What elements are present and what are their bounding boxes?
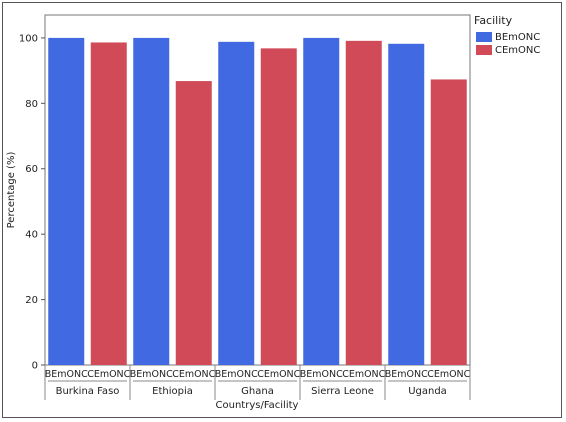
x-category-label: Ghana <box>241 386 274 397</box>
y-tick-label: 100 <box>19 33 38 44</box>
x-facility-label: CEmONC <box>427 369 470 380</box>
bar-cemonc-burkina-faso <box>90 42 127 366</box>
legend-swatch <box>476 32 492 42</box>
y-tick-label: 20 <box>25 295 38 306</box>
y-axis: 0 20 40 60 80 100 <box>19 33 45 372</box>
bar-cemonc-ethiopia <box>175 81 212 365</box>
y-tick-label: 60 <box>25 164 38 175</box>
x-facility-label: BEmONC <box>300 369 343 380</box>
x-facility-label: BEmONC <box>45 369 88 380</box>
x-category-label: Sierra Leone <box>311 386 374 397</box>
legend-swatch <box>476 45 492 55</box>
bar-cemonc-sierra-leone <box>345 40 382 365</box>
bar-cemonc-ghana <box>260 48 297 365</box>
legend-title: Facility <box>474 14 513 27</box>
x-facility-label: BEmONC <box>215 369 258 380</box>
x-facility-label: BEmONC <box>130 369 173 380</box>
bar-bemonc-burkina-faso <box>48 37 85 366</box>
legend-item-cemonc: CEmONC <box>476 44 540 56</box>
bar-bemonc-sierra-leone <box>303 37 340 366</box>
x-facility-label: CEmONC <box>172 369 215 380</box>
x-facility-label: CEmONC <box>87 369 130 380</box>
x-facility-label: CEmONC <box>257 369 300 380</box>
x-category-label: Burkina Faso <box>56 386 120 397</box>
bars <box>48 37 467 366</box>
bar-bemonc-ghana <box>218 41 255 366</box>
y-tick-label: 0 <box>32 361 38 372</box>
x-axis-label: Countrys/Facility <box>216 400 299 411</box>
bar-bemonc-uganda <box>388 43 425 366</box>
x-facility-label: CEmONC <box>342 369 385 380</box>
y-axis-label: Percentage (%) <box>6 152 17 229</box>
legend-label: CEmONC <box>495 44 541 56</box>
bar-cemonc-uganda <box>430 79 467 365</box>
x-facility-label: BEmONC <box>385 369 428 380</box>
x-category-label: Uganda <box>408 386 447 397</box>
legend-item-bemonc: BEmONC <box>476 31 540 43</box>
y-tick-label: 80 <box>25 99 38 110</box>
x-category-label: Ethiopia <box>152 386 193 397</box>
legend-label: BEmONC <box>495 31 541 43</box>
bar-bemonc-ethiopia <box>133 37 170 366</box>
y-tick-label: 40 <box>25 230 38 241</box>
